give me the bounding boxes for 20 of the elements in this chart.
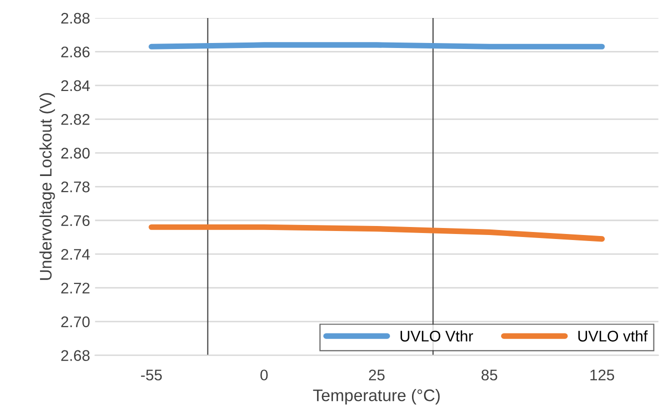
y-tick-label: 2.80 [61, 148, 90, 159]
y-tick-label: 2.78 [61, 182, 90, 192]
y-tick-label: 2.82 [61, 114, 90, 125]
legend-label: UVLO Vthr [400, 330, 474, 342]
x-tick-label: 0 [260, 370, 268, 380]
x-tick-label: 25 [368, 370, 385, 380]
y-tick-label: 2.76 [61, 215, 90, 226]
y-tick-label: 2.70 [61, 316, 90, 328]
y-axis-title: Undervoltage Lockout (V) [39, 93, 55, 280]
y-tick-label: 2.72 [61, 282, 90, 294]
x-tick-label: 85 [482, 370, 498, 380]
y-tick-label: 2.84 [61, 80, 90, 92]
legend-label: UVLO vthf [578, 330, 648, 342]
x-axis-title: Temperature (°C) [313, 388, 440, 405]
y-tick-label: 2.68 [61, 350, 90, 361]
y-tick-label: 2.86 [61, 46, 90, 58]
y-tick-label: 2.88 [61, 12, 90, 24]
y-tick-label: 2.74 [61, 248, 90, 260]
x-tick-label: 125 [590, 370, 614, 380]
x-tick-label: -55 [141, 370, 162, 380]
